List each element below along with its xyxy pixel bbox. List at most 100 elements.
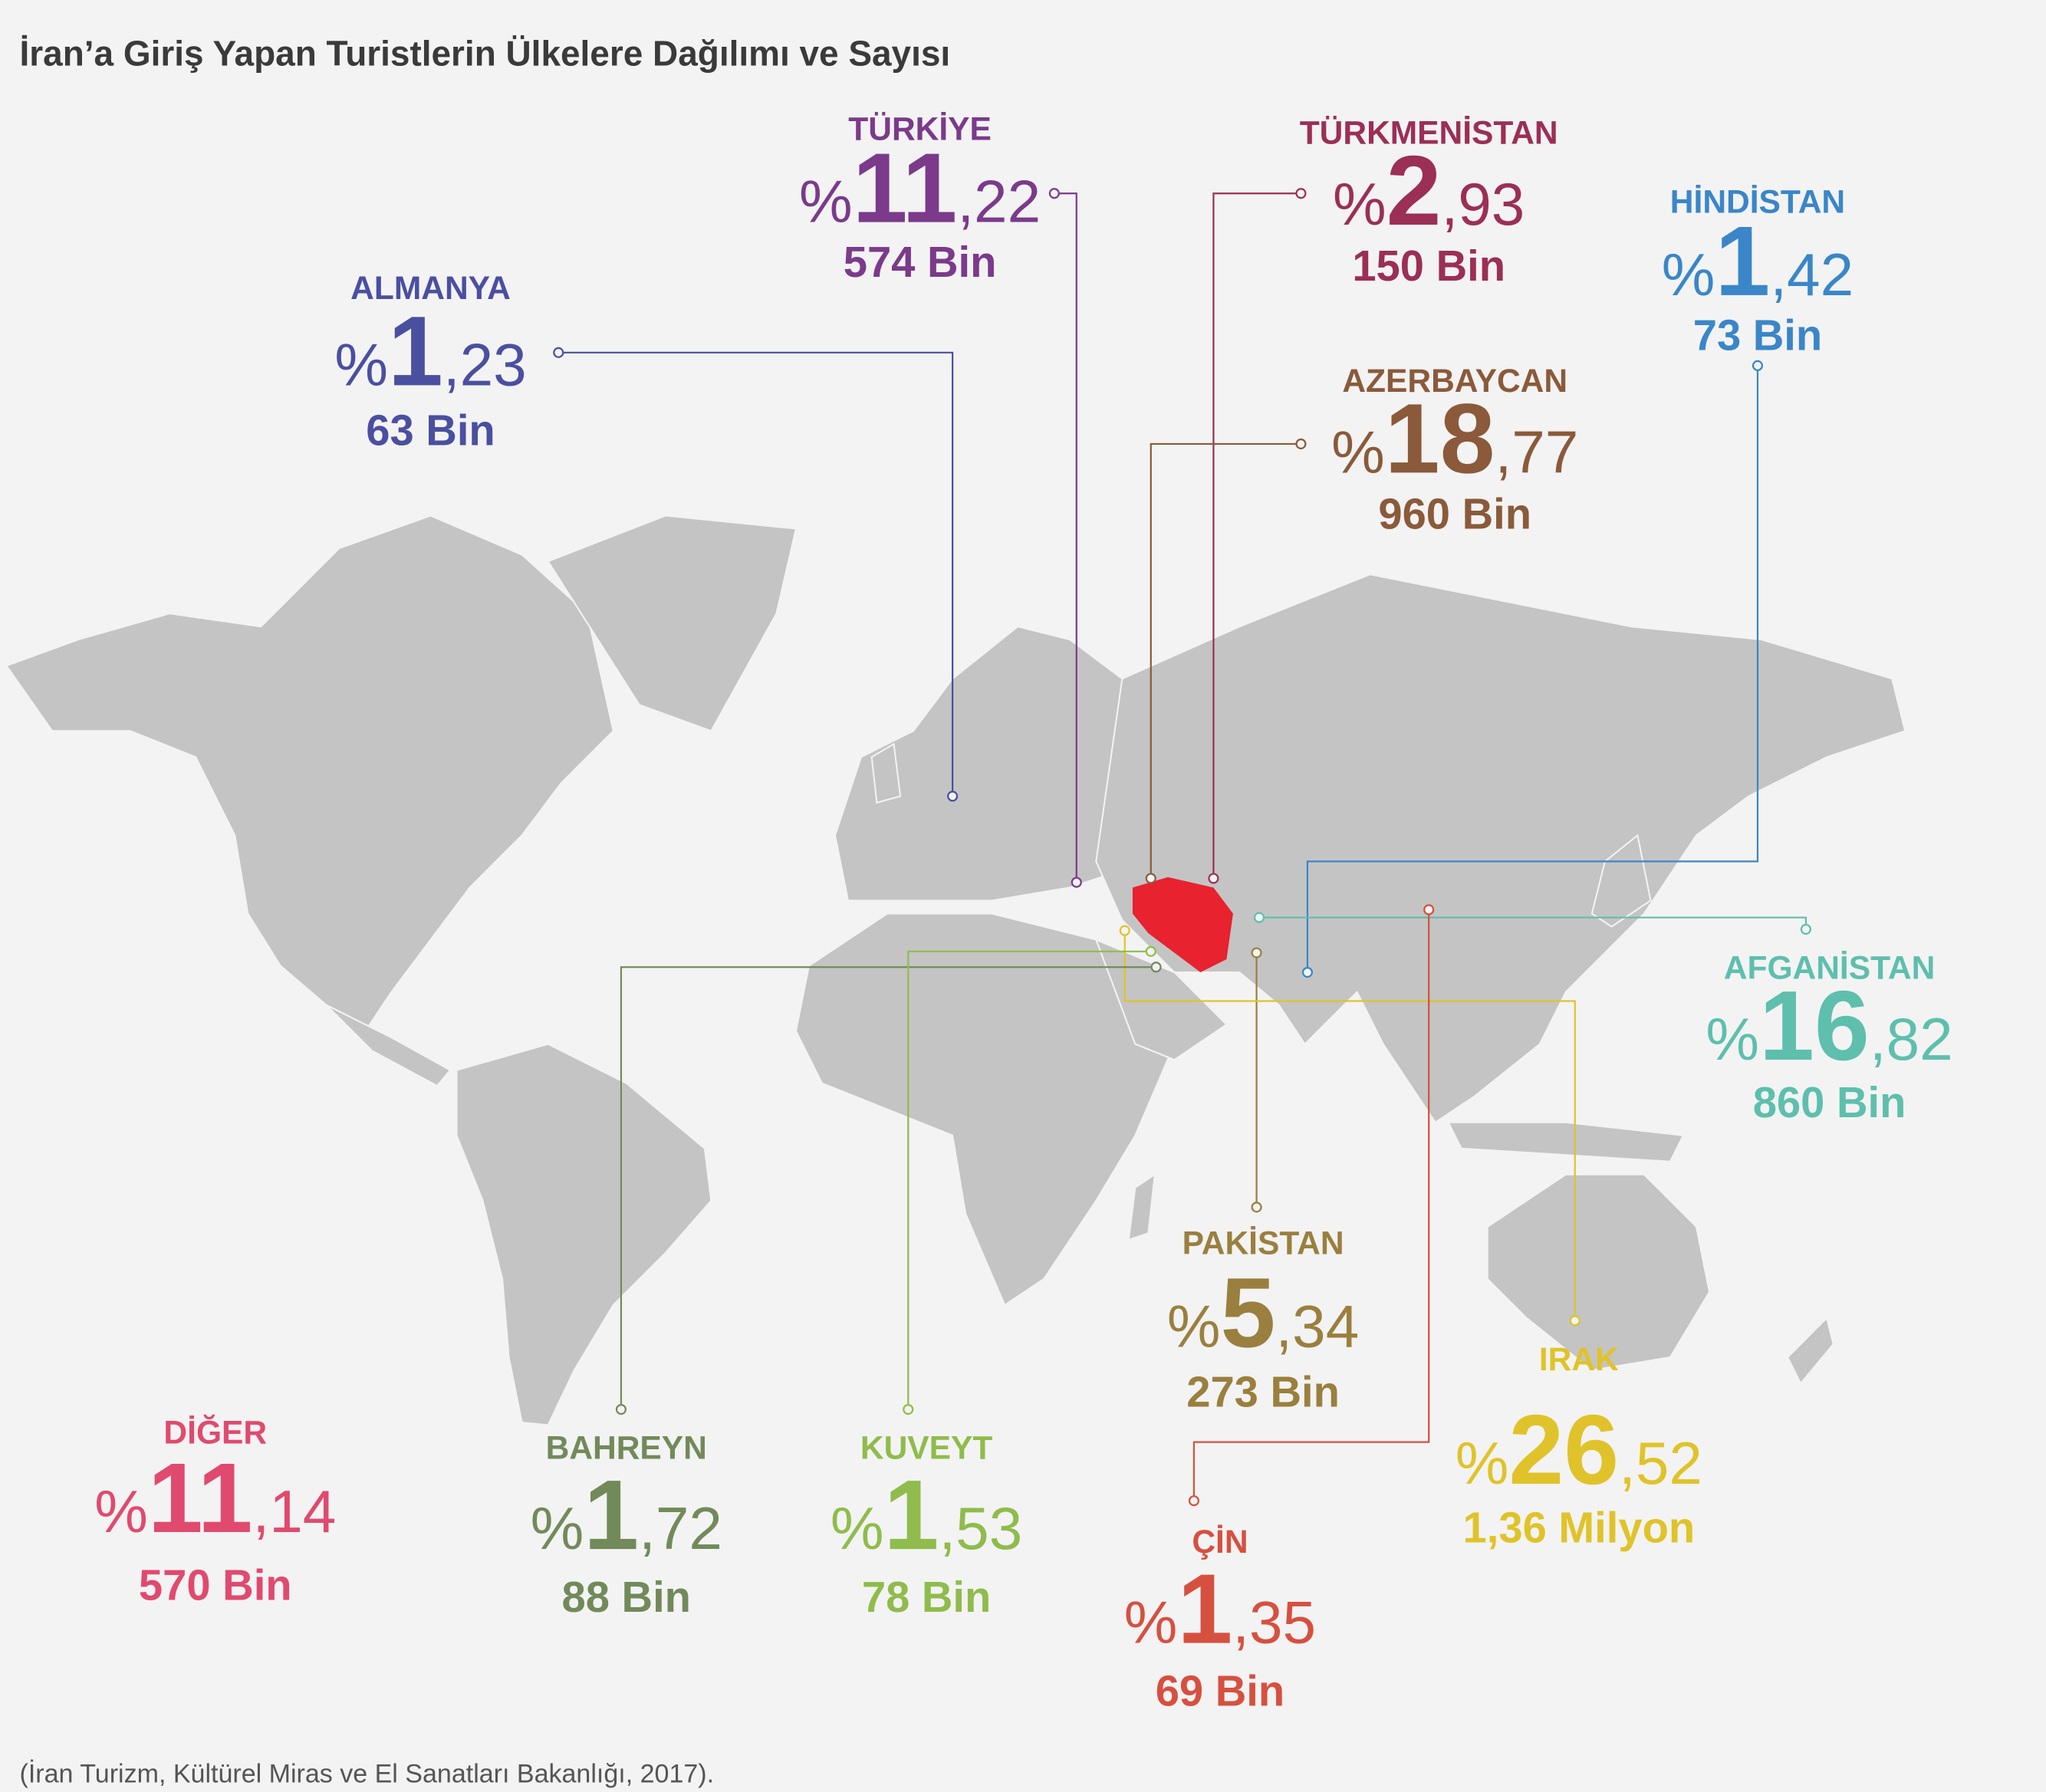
leader-line: [907, 950, 1151, 1410]
leader-dot: [1800, 923, 1811, 935]
percent-fraction: ,23: [443, 330, 527, 398]
indonesia: [1447, 1121, 1685, 1162]
country-label: DİĞER%11,14 570 Bin: [94, 1414, 336, 1609]
leader-dot: [1145, 945, 1156, 957]
north-america: [5, 515, 614, 1033]
leader-dot: [553, 347, 564, 358]
percent: %1,42: [1662, 206, 1854, 317]
leader-lines: [558, 192, 1808, 1501]
percent-whole: 1: [1177, 1554, 1232, 1665]
percent: %11,22: [799, 133, 1041, 244]
leader-dot: [1301, 966, 1313, 978]
japan: [1590, 834, 1652, 928]
percent-fraction: ,35: [1232, 1589, 1316, 1656]
percent: %16,82: [1706, 971, 1952, 1081]
leader-dot: [1208, 873, 1219, 884]
asia: [1095, 574, 1906, 1124]
tourist-count: 574 Bin: [844, 238, 997, 286]
percent-sign: %: [1124, 1589, 1178, 1656]
tourist-count: 88 Bin: [561, 1573, 690, 1621]
percent-sign: %: [1706, 1005, 1759, 1073]
percent-sign: %: [799, 168, 853, 235]
percent-whole: 1: [884, 1460, 939, 1570]
percent: %1,53: [831, 1460, 1022, 1570]
leader-line: [1212, 192, 1301, 879]
tourist-count: 960 Bin: [1378, 490, 1531, 538]
leader-dot: [1752, 360, 1764, 371]
country-name: TÜRKMENİSTAN: [1300, 115, 1558, 152]
leader-dot: [615, 1403, 627, 1416]
percent-fraction: ,93: [1442, 170, 1525, 238]
leader-dot: [1569, 1315, 1581, 1327]
leader-dot: [1150, 962, 1162, 973]
percent-fraction: ,42: [1770, 241, 1854, 308]
percent: %26,52: [1456, 1395, 1702, 1505]
source: (İran Turizm, Kültürel Miras ve El Sanat…: [20, 1760, 715, 1789]
percent: %1,23: [334, 296, 526, 406]
country-name: HİNDİSTAN: [1670, 184, 1845, 221]
new-zealand: [1786, 1316, 1834, 1385]
percent: %18,77: [1331, 383, 1578, 494]
tourist-count: 69 Bin: [1156, 1666, 1285, 1715]
leader-line: [1192, 909, 1430, 1501]
leader-dot: [1251, 1202, 1262, 1213]
percent: %2,93: [1333, 136, 1525, 246]
country-name: AFGANİSTAN: [1724, 950, 1936, 987]
percent-fraction: ,22: [957, 168, 1041, 235]
country-name: BAHREYN: [546, 1430, 707, 1467]
leader-dot: [1071, 876, 1082, 888]
percent-sign: %: [531, 1494, 584, 1562]
leader-dot: [1048, 188, 1060, 199]
greenland: [547, 515, 798, 732]
percent-whole: 11: [853, 133, 958, 244]
percent-whole: 1: [388, 296, 443, 406]
percent-fraction: ,53: [939, 1494, 1022, 1562]
iran: [1132, 876, 1233, 973]
leader-line: [1150, 442, 1301, 879]
percent-fraction: ,82: [1870, 1005, 1953, 1073]
tourist-count: 1,36 Milyon: [1463, 1504, 1696, 1552]
leader-dot: [1295, 438, 1307, 449]
percent-whole: 2: [1386, 136, 1442, 246]
percent-whole: 11: [148, 1443, 253, 1554]
leader-dot: [1423, 904, 1435, 916]
title: İran’a Giriş Yapan Turistlerin Ülkelere …: [20, 33, 951, 73]
australia: [1486, 1173, 1711, 1372]
percent-whole: 26: [1508, 1395, 1619, 1505]
percent-sign: %: [1167, 1292, 1221, 1360]
leader-dot: [1119, 925, 1130, 936]
percent: %11,14: [94, 1443, 336, 1554]
tourist-count: 570 Bin: [139, 1560, 292, 1609]
country-name: PAKİSTAN: [1183, 1225, 1344, 1262]
tourist-count: 150 Bin: [1352, 242, 1505, 290]
leader-dot: [1251, 947, 1262, 958]
country-label: IRAK%26,521,36 Milyon: [1456, 1341, 1702, 1552]
percent-whole: 1: [584, 1460, 639, 1570]
leader-dot: [1145, 873, 1156, 884]
percent: %1,72: [531, 1460, 722, 1570]
percent-fraction: ,72: [639, 1494, 722, 1562]
percent-sign: %: [334, 330, 388, 398]
percent-fraction: ,77: [1495, 418, 1579, 485]
leader-dot: [903, 1403, 914, 1416]
tourist-count: 78 Bin: [862, 1573, 991, 1621]
percent: %1,35: [1124, 1554, 1316, 1665]
percent-sign: %: [1662, 241, 1715, 308]
leader-dot: [1295, 188, 1307, 199]
percent-whole: 5: [1221, 1258, 1276, 1368]
country-name: AZERBAYCAN: [1342, 363, 1567, 400]
percent-sign: %: [1333, 170, 1386, 238]
leader-line: [620, 966, 1156, 1410]
leader-dot: [1188, 1495, 1199, 1507]
percent-sign: %: [1331, 418, 1385, 485]
